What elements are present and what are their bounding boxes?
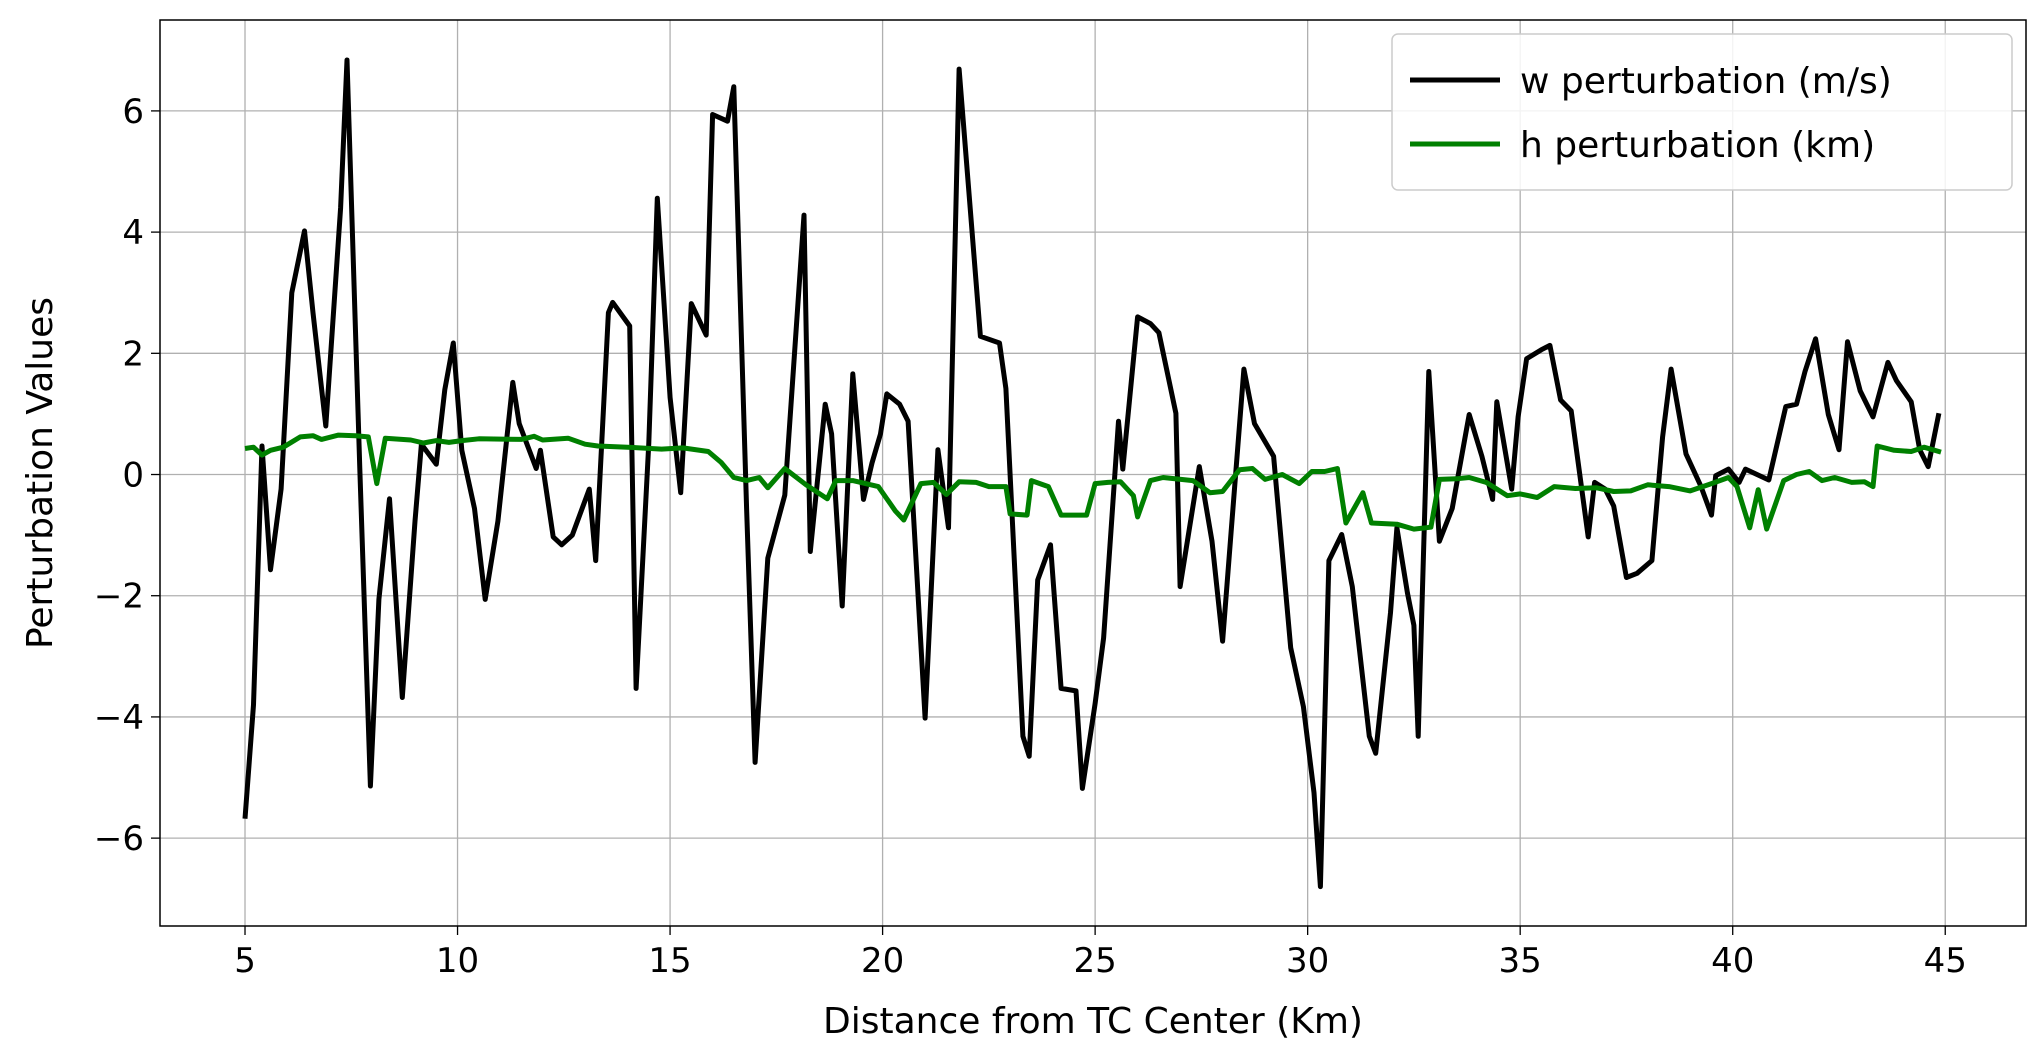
y-tick-label: 0 — [122, 456, 144, 496]
x-tick-label: 20 — [861, 941, 904, 981]
x-tick-label: 15 — [648, 941, 691, 981]
x-tick-label: 25 — [1073, 941, 1116, 981]
x-axis-label: Distance from TC Center (Km) — [823, 1001, 1363, 1042]
y-tick-label: 2 — [122, 334, 144, 374]
y-tick-label: 6 — [122, 92, 144, 132]
y-tick-label: 4 — [122, 213, 144, 253]
data-line — [244, 432, 1942, 532]
x-tick-label: 40 — [1711, 941, 1754, 981]
y-tick-label: −4 — [94, 698, 144, 738]
x-tick-label: 35 — [1499, 941, 1542, 981]
legend-label: h perturbation (km) — [1520, 125, 1875, 166]
x-tick-label: 30 — [1286, 941, 1329, 981]
legend-label: w perturbation (m/s) — [1520, 61, 1892, 102]
y-tick-label: −6 — [94, 819, 144, 859]
plot-frame — [159, 19, 2027, 927]
x-tick-label: 45 — [1924, 941, 1967, 981]
x-tick-label: 5 — [234, 941, 256, 981]
y-axis-label: Perturbation Values — [20, 297, 61, 649]
x-tick-label: 10 — [436, 941, 479, 981]
y-tick-label: −2 — [94, 577, 144, 617]
legend-box — [1391, 33, 2013, 191]
data-line — [242, 57, 1942, 890]
